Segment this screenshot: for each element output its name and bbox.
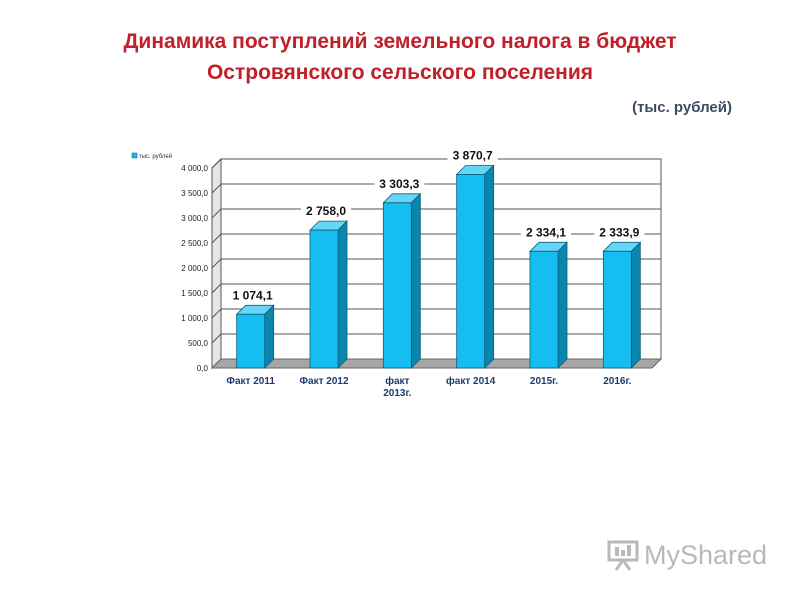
y-tick-label: 3 000,0 [181, 214, 208, 223]
y-tick-label: 500,0 [188, 339, 209, 348]
gridline [211, 233, 661, 244]
y-tick-label: 0,0 [197, 364, 209, 373]
watermark-text: MyShared [644, 540, 768, 570]
y-tick-label: 2 500,0 [181, 239, 208, 248]
x-tick-label: Факт 2012 [299, 376, 348, 387]
data-label-bg [300, 204, 352, 219]
chart-title: Динамика поступлений земельного налога в… [0, 26, 800, 88]
data-label: 2 333,9 [599, 225, 639, 239]
y-tick-label: 1 000,0 [181, 314, 208, 323]
data-label-bg [520, 225, 572, 240]
bar [236, 313, 266, 369]
x-tick-label: факт 2013г. [383, 375, 411, 399]
gridline [211, 258, 661, 269]
bar-side [557, 241, 568, 369]
presentation-icon [607, 540, 639, 571]
data-label: 3 870,7 [453, 148, 493, 162]
bar-side [484, 164, 495, 369]
legend-label: тыс. рублей [139, 153, 172, 160]
data-label: 2 334,1 [526, 225, 566, 239]
gridline [211, 308, 661, 319]
bar-side [630, 241, 641, 369]
data-label-bg [374, 176, 425, 191]
title-line-2: Островянского сельского поселения [206, 61, 594, 84]
data-label: 3 303,3 [379, 177, 419, 191]
x-tick-label: 2016г. [603, 376, 631, 387]
title-line-1: Динамика поступлений земельного налога в… [123, 30, 677, 53]
data-label: 2 758,0 [306, 204, 346, 218]
gridline [211, 183, 661, 194]
x-tick-label-line: Факт 2012 [299, 376, 348, 387]
gridline [211, 333, 661, 344]
x-tick-label-line: факт [385, 375, 409, 387]
watermark-logo: MyShared [606, 538, 768, 574]
x-tick-label: 2015г. [530, 376, 558, 387]
gridline [211, 158, 661, 169]
data-label-bg [447, 148, 498, 163]
bar [382, 202, 412, 369]
y-tick-label: 2 000,0 [181, 264, 208, 273]
bar [456, 174, 486, 369]
x-tick-label-line: 2015г. [530, 376, 558, 387]
plot-floor [210, 358, 663, 369]
x-tick-label-line: 2013г. [383, 388, 411, 399]
x-tick-label-line: 2016г. [603, 376, 631, 387]
data-label-bg [227, 288, 278, 303]
x-tick-label-line: факт 2014 [446, 375, 496, 387]
data-label-bg [594, 225, 645, 240]
x-tick-label-line: Факт 2011 [226, 376, 275, 387]
bar [309, 229, 339, 369]
gridline [211, 283, 661, 294]
bar-side [410, 192, 421, 369]
gridline [211, 208, 661, 219]
y-tick-label: 1 500,0 [181, 289, 208, 298]
x-tick-label: факт 2014 [446, 375, 496, 387]
y-tick-label: 4 000,0 [181, 164, 208, 173]
y-tick-label: 3 500,0 [181, 189, 208, 198]
legend-swatch [131, 152, 138, 159]
x-tick-label: Факт 2011 [226, 376, 275, 387]
bar-side [337, 220, 348, 369]
unit-note: (тыс. рублей) [632, 99, 732, 116]
bar [602, 250, 632, 369]
data-label: 1 074,1 [233, 288, 273, 302]
bar [529, 250, 559, 369]
bar-side [264, 304, 275, 369]
